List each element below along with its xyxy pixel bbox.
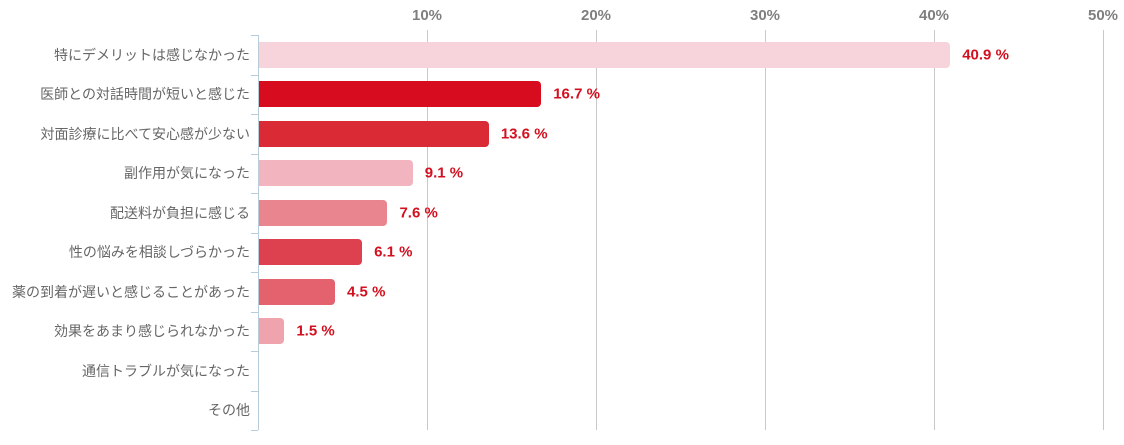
y-axis-tick: [251, 74, 258, 76]
category-label: 特にデメリットは感じなかった: [54, 46, 250, 63]
category-label: 副作用が気になった: [124, 165, 250, 182]
gridline: [765, 30, 766, 430]
bar: [259, 160, 413, 187]
value-label: 13.6 %: [500, 125, 548, 143]
y-axis-tick: [251, 390, 258, 392]
value-label: 9.1 %: [424, 164, 464, 182]
gridline: [934, 30, 935, 430]
category-label: その他: [208, 402, 250, 419]
bar: [259, 81, 542, 108]
value-label: 1.5 %: [296, 322, 335, 340]
gridline: [427, 30, 428, 430]
y-axis-tick: [251, 272, 258, 273]
y-axis-tick: [251, 430, 258, 431]
category-label: 対面診療に比べて安心感が少ない: [40, 125, 250, 142]
x-axis-tick-label: 10%: [411, 7, 443, 24]
y-axis-tick: [251, 153, 258, 155]
gridline: [596, 30, 597, 430]
gridline: [1103, 30, 1104, 430]
y-axis-line: [258, 35, 259, 430]
bar: [259, 120, 489, 147]
value-label: 40.9 %: [962, 46, 1009, 64]
y-axis-tick: [251, 193, 258, 194]
value-label: 6.1 %: [374, 243, 413, 261]
value-label: 4.5 %: [347, 283, 386, 301]
bar: [259, 239, 363, 266]
y-axis-tick: [251, 351, 258, 352]
y-axis-tick: [251, 232, 258, 234]
value-label: 16.7 %: [553, 85, 600, 103]
bar: [259, 278, 336, 305]
x-axis-tick-label: 50%: [1087, 7, 1119, 24]
bar: [259, 199, 388, 226]
category-label: 薬の到着が遅いと感じることがあった: [12, 283, 250, 300]
bar: [259, 41, 951, 68]
value-label: 7.6 %: [399, 204, 438, 222]
y-axis-tick: [251, 35, 258, 36]
category-label: 通信トラブルが気になった: [82, 362, 250, 379]
y-axis-tick: [251, 114, 258, 115]
bar: [259, 318, 285, 345]
y-axis-tick: [251, 311, 258, 313]
x-axis-tick-label: 40%: [918, 7, 950, 24]
category-label: 医師との対話時間が短いと感じた: [40, 86, 250, 103]
category-label: 配送料が負担に感じる: [110, 204, 250, 221]
category-label: 性の悩みを相談しづらかった: [68, 244, 250, 261]
x-axis-tick-label: 30%: [749, 7, 781, 24]
x-axis-tick-label: 20%: [580, 7, 612, 24]
category-label: 効果をあまり感じられなかった: [54, 323, 250, 340]
